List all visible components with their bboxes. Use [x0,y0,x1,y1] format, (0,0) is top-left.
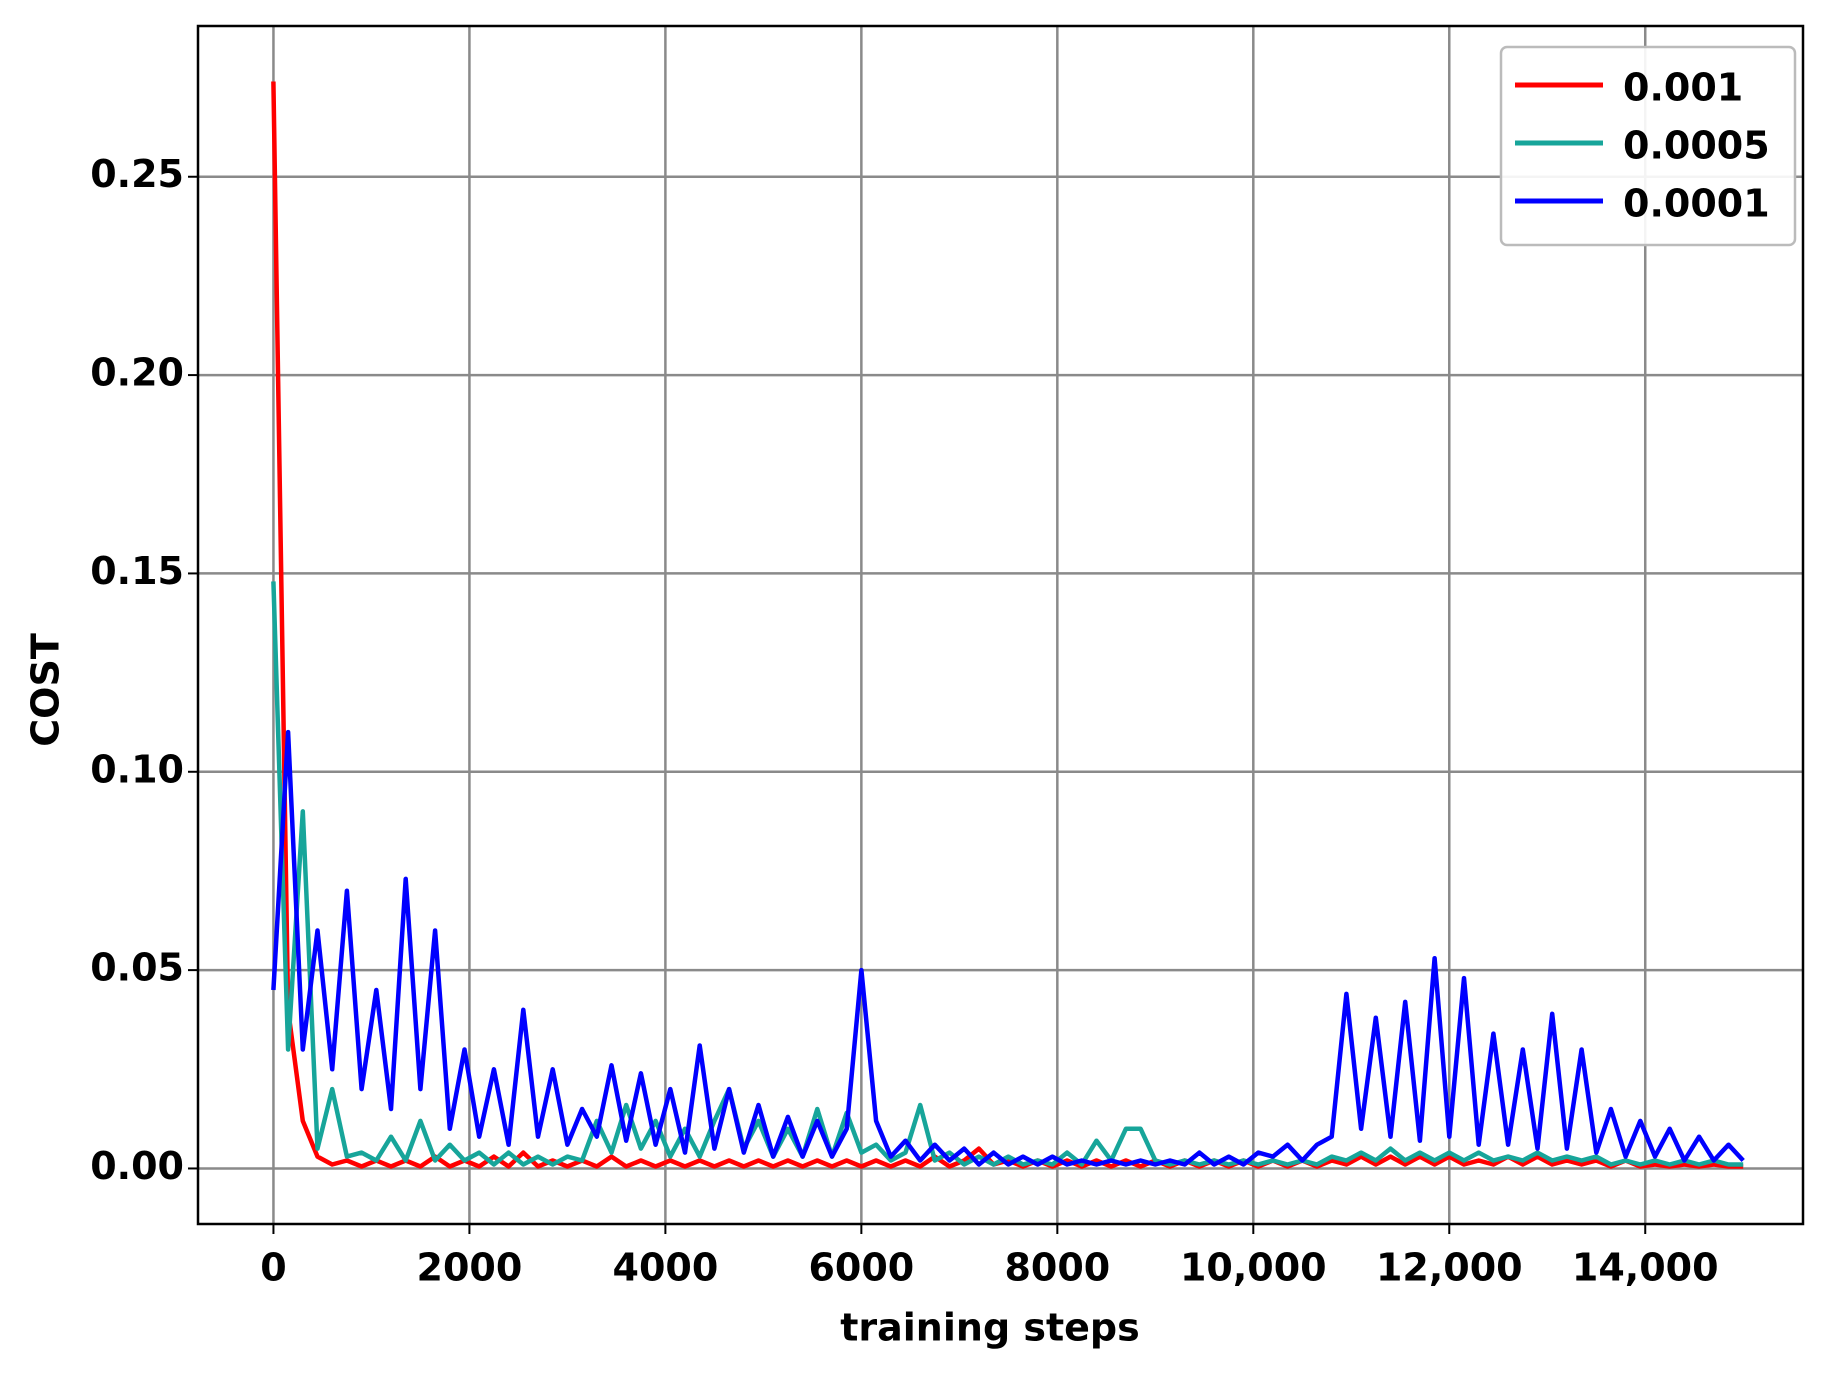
x-tick-label: 6000 [808,1246,914,1290]
y-tick-label: 0.05 [90,946,184,990]
legend-label: 0.0005 [1623,124,1770,168]
x-tick-label: 4000 [613,1246,719,1290]
data-line [271,81,1744,1169]
data-line [271,729,1745,1167]
y-tick-label: 0.20 [90,351,184,395]
x-tick-label: 14,000 [1572,1246,1719,1290]
y-tick-label: 0.25 [90,152,184,196]
x-tick-label: 12,000 [1376,1246,1523,1290]
y-tick-label: 0.15 [90,549,184,593]
x-tick-label: 2000 [417,1246,523,1290]
legend-box [1499,45,1797,247]
x-tick-label: 0 [260,1246,286,1290]
y-tick-label: 0.00 [90,1144,184,1188]
data-line [271,581,1744,1167]
x-tick-label: 8000 [1004,1246,1110,1290]
x-tick-label: 10,000 [1180,1246,1327,1290]
legend-label: 0.001 [1623,66,1743,110]
legend-label: 0.0001 [1623,182,1770,226]
y-tick-label: 0.10 [90,747,184,791]
y-axis-label: COST [24,633,68,747]
x-axis-label: training steps [840,1306,1140,1350]
plot-frame [196,24,1805,1226]
